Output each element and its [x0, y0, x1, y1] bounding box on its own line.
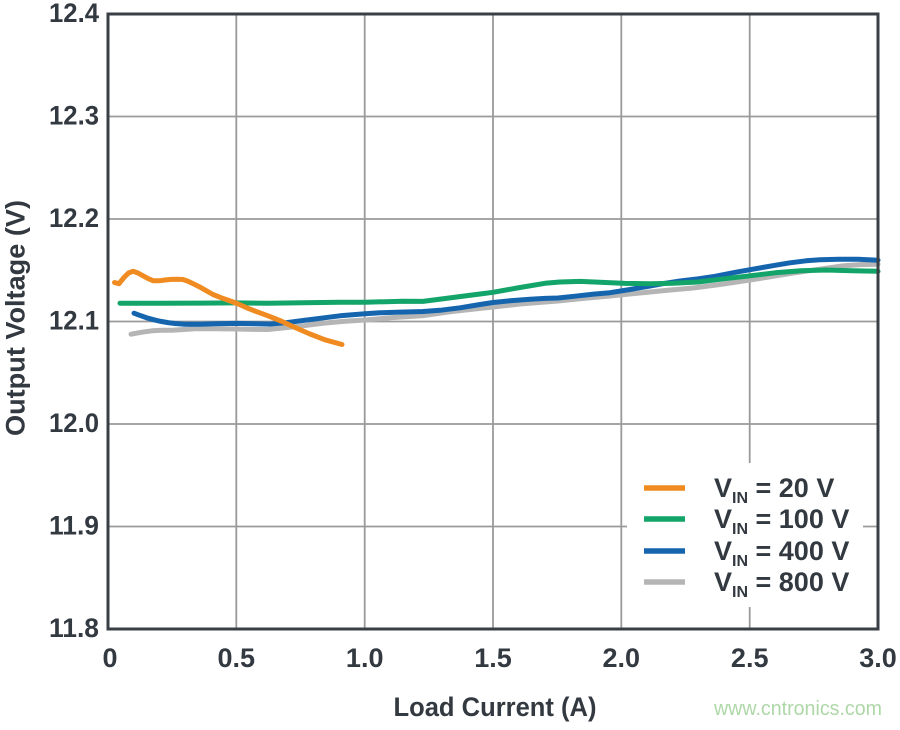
svg-text:2.5: 2.5 — [731, 643, 769, 673]
svg-text:12.1: 12.1 — [49, 306, 99, 336]
svg-text:3.0: 3.0 — [859, 643, 897, 673]
svg-text:12.4: 12.4 — [49, 0, 99, 28]
svg-text:11.9: 11.9 — [49, 511, 99, 541]
svg-text:Output Voltage (V): Output Voltage (V) — [1, 200, 31, 436]
svg-text:12.2: 12.2 — [49, 203, 99, 233]
svg-text:VIN = 400 V: VIN = 400 V — [714, 536, 849, 570]
svg-text:0: 0 — [102, 643, 117, 673]
svg-text:2.0: 2.0 — [603, 643, 641, 673]
svg-text:12.3: 12.3 — [49, 101, 99, 131]
svg-text:VIN = 800 V: VIN = 800 V — [714, 567, 849, 601]
svg-text:12.0: 12.0 — [49, 408, 99, 438]
svg-text:VIN = 20 V: VIN = 20 V — [714, 473, 834, 507]
svg-text:1.0: 1.0 — [346, 643, 384, 673]
svg-text:11.8: 11.8 — [49, 613, 99, 643]
svg-text:Load Current (A): Load Current (A) — [394, 692, 597, 722]
svg-text:www.cntronics.com: www.cntronics.com — [713, 698, 882, 720]
svg-text:1.5: 1.5 — [474, 643, 512, 673]
svg-text:0.5: 0.5 — [218, 643, 256, 673]
